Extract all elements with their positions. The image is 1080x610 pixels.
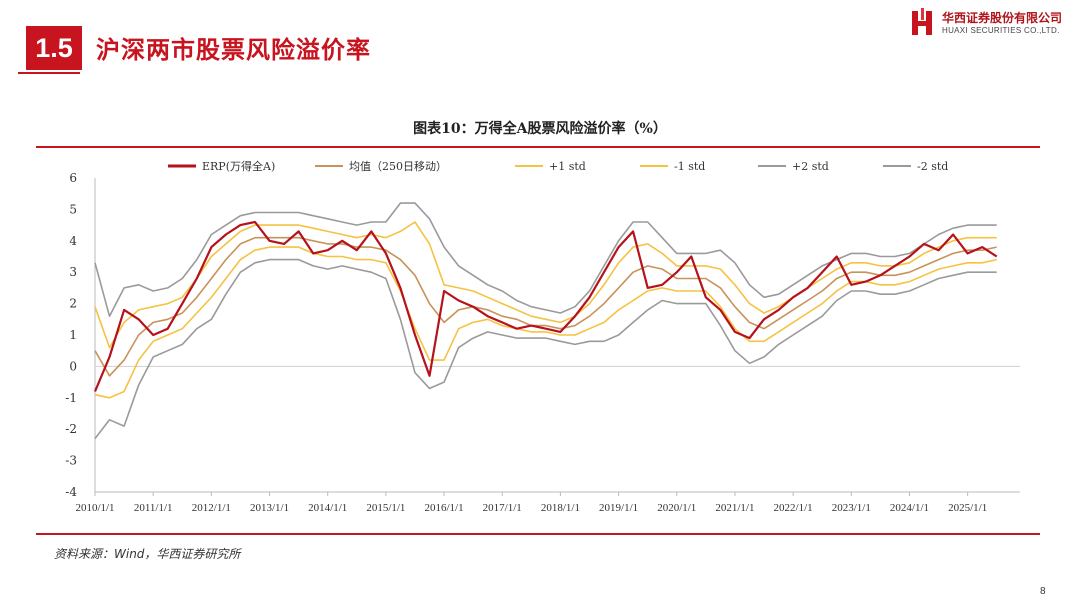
chart-title: 图表10：万得全A股票风险溢价率（%） bbox=[413, 121, 667, 137]
x-tick-label: 2011/1/1 bbox=[134, 502, 173, 514]
y-tick-label: 5 bbox=[69, 202, 77, 216]
x-tick-label: 2013/1/1 bbox=[250, 502, 289, 514]
x-tick-label: 2021/1/1 bbox=[715, 502, 754, 514]
series-line-1 bbox=[94, 236, 997, 377]
legend-label-2: +1 std bbox=[549, 160, 586, 173]
y-tick-label: -1 bbox=[65, 391, 77, 405]
x-tick-label: 2010/1/1 bbox=[75, 502, 114, 514]
section-title: 沪深两市股票风险溢价率 bbox=[96, 36, 371, 64]
y-tick-label: -2 bbox=[65, 422, 77, 436]
series-line-0 bbox=[93, 220, 998, 392]
series-line-4 bbox=[94, 202, 997, 317]
y-tick-label: 2 bbox=[69, 297, 77, 311]
x-tick-label: 2019/1/1 bbox=[599, 502, 638, 514]
x-tick-label: 2020/1/1 bbox=[657, 502, 696, 514]
x-tick-label: 2016/1/1 bbox=[424, 502, 463, 514]
chart-top-rule bbox=[36, 146, 1040, 148]
y-tick-label: 0 bbox=[69, 359, 77, 373]
x-tick-label: 2018/1/1 bbox=[541, 502, 580, 514]
erp-line-chart: -4 -3 -2 -1 0 1 2 3 4 5 6 2010/1/1 2011/1/1 2012/1/1 2… bbox=[65, 159, 1020, 514]
x-tick-label: 2025/1/1 bbox=[948, 502, 987, 514]
series-line-5 bbox=[94, 258, 997, 440]
chart-bottom-rule bbox=[36, 533, 1040, 535]
section-number-badge: 1.5 bbox=[26, 26, 82, 70]
y-tick-label: 6 bbox=[69, 171, 77, 185]
logo-company-name-en: HUAXI SECURITIES CO.,LTD. bbox=[942, 26, 1060, 35]
x-tick-label: 2015/1/1 bbox=[366, 502, 405, 514]
company-logo: 华西证券股份有限公司 HUAXI SECURITIES CO.,LTD. bbox=[910, 6, 1075, 40]
x-tick-label: 2024/1/1 bbox=[890, 502, 929, 514]
source-note: 资料来源：Wind，华西证券研究所 bbox=[54, 547, 241, 561]
legend-label-5: -2 std bbox=[917, 160, 948, 173]
legend-label-1: 均值（250日移动） bbox=[349, 160, 447, 173]
x-tick-label: 2012/1/1 bbox=[192, 502, 231, 514]
legend-label-3: -1 std bbox=[674, 160, 705, 173]
series-line-3 bbox=[94, 246, 997, 399]
x-tick-label: 2017/1/1 bbox=[483, 502, 522, 514]
legend-label-0: ERP(万得全A) bbox=[202, 159, 275, 173]
logo-company-name-cn: 华西证券股份有限公司 bbox=[942, 11, 1063, 25]
y-tick-label: 1 bbox=[69, 328, 77, 342]
y-tick-label: -4 bbox=[65, 485, 77, 499]
x-tick-label: 2022/1/1 bbox=[774, 502, 813, 514]
series-line-2 bbox=[94, 221, 997, 349]
x-tick-label: 2014/1/1 bbox=[308, 502, 347, 514]
y-tick-label: -3 bbox=[65, 454, 77, 468]
huaxi-logo-icon bbox=[912, 8, 932, 35]
y-tick-label: 4 bbox=[69, 234, 77, 248]
x-tick-label: 2023/1/1 bbox=[832, 502, 871, 514]
y-tick-label: 3 bbox=[69, 265, 77, 279]
header-accent-line bbox=[18, 72, 80, 74]
legend-label-4: +2 std bbox=[792, 160, 829, 173]
page-number: 8 bbox=[1040, 586, 1046, 597]
